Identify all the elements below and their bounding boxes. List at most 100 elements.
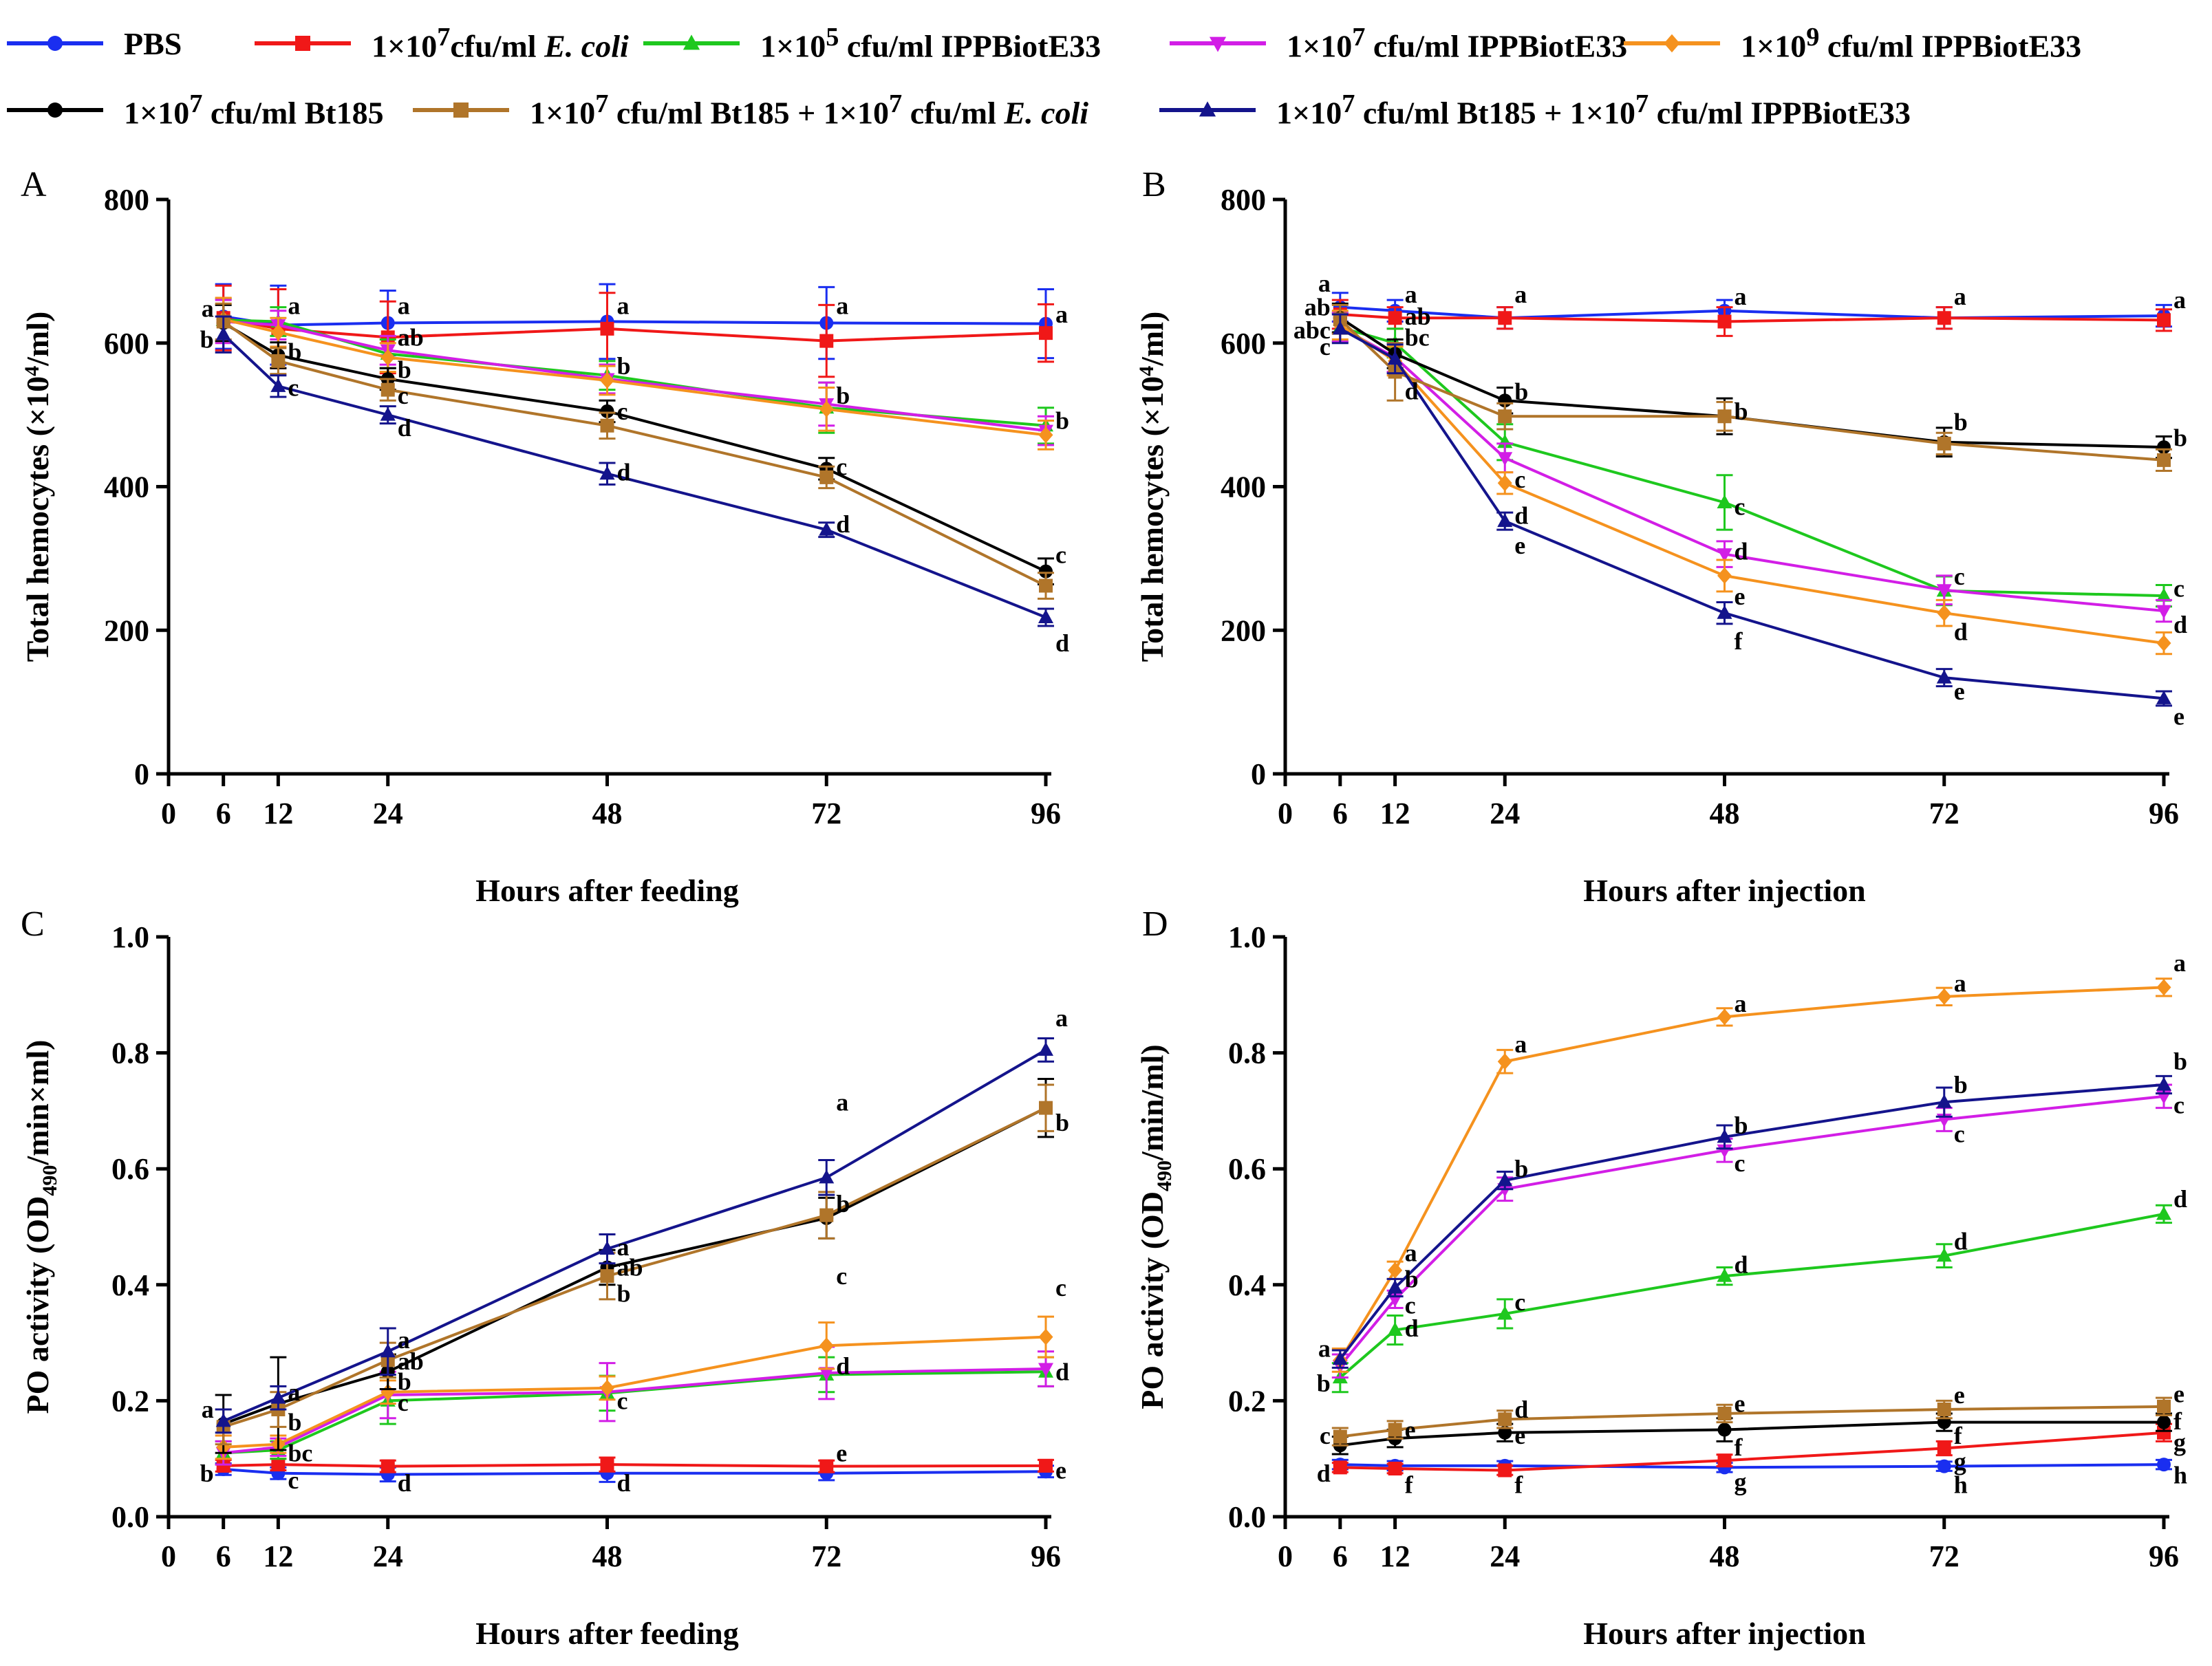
data-point bbox=[1039, 564, 1053, 578]
y-tick-label: 0.4 bbox=[111, 1268, 149, 1302]
y-tick-label: 600 bbox=[104, 327, 149, 360]
x-tick-label: 0 bbox=[161, 797, 176, 830]
significance-label: c bbox=[1735, 493, 1746, 521]
data-point bbox=[1936, 584, 1952, 598]
series-line bbox=[223, 320, 1046, 433]
legend-label: 1×107 cfu/ml IPPBiotE33 bbox=[1287, 23, 1628, 64]
significance-label: ab bbox=[398, 323, 424, 351]
significance-label: c bbox=[617, 1387, 628, 1414]
data-point bbox=[1936, 1094, 1952, 1108]
data-point bbox=[270, 378, 286, 392]
data-point bbox=[1717, 409, 1732, 424]
significance-label: a bbox=[1405, 281, 1417, 308]
data-point bbox=[1387, 351, 1403, 365]
data-point bbox=[1717, 548, 1732, 563]
legend-swatch bbox=[643, 34, 740, 50]
legend-swatch bbox=[1159, 101, 1256, 117]
panel-letter: A bbox=[21, 165, 47, 204]
x-tick-label: 12 bbox=[263, 797, 293, 830]
data-point bbox=[600, 1269, 614, 1284]
data-point bbox=[2156, 690, 2171, 704]
significance-label: b bbox=[1514, 378, 1528, 406]
significance-label: c bbox=[1514, 1288, 1525, 1316]
series bbox=[1331, 303, 2172, 473]
significance-label: a bbox=[617, 292, 630, 319]
significance-label: b bbox=[2173, 424, 2187, 452]
significance-label: e bbox=[1405, 1416, 1416, 1444]
legend-label: 1×107cfu/ml E. coli bbox=[372, 23, 629, 64]
data-point bbox=[1497, 513, 1513, 528]
series bbox=[1331, 977, 2172, 1373]
significance-label: c bbox=[1055, 1274, 1066, 1301]
x-axis-label: Hours after injection bbox=[1583, 1616, 1866, 1651]
significance-label: a bbox=[1735, 990, 1747, 1017]
panel-B: B 0 200 400 600 800 0 6 12 24 48 72 96 Hours after in… bbox=[1135, 165, 2187, 908]
y-tick-label: 0.2 bbox=[111, 1384, 149, 1418]
series-line bbox=[1339, 1083, 2165, 1360]
data-point bbox=[380, 349, 396, 366]
data-point bbox=[1717, 1008, 1732, 1026]
significance-label: e bbox=[1514, 532, 1525, 559]
series bbox=[1331, 312, 2172, 623]
series-line bbox=[1340, 1405, 2165, 1438]
panel-D: D 0.0 0.2 0.4 0.6 0.8 1.0 0 6 12 24 48 72 96 Hours aft… bbox=[1135, 905, 2187, 1651]
x-tick-label: 48 bbox=[1710, 1539, 1740, 1573]
legend-swatch bbox=[7, 102, 103, 118]
legend-label: 1×105 cfu/ml IPPBiotE33 bbox=[760, 23, 1102, 64]
significance-label: a bbox=[1055, 1004, 1068, 1032]
significance-label: a bbox=[288, 292, 300, 319]
significance-label: b bbox=[1405, 1265, 1419, 1292]
significance-label: b bbox=[2173, 1048, 2187, 1075]
x-tick-label: 0 bbox=[161, 1539, 176, 1573]
significance-label: a bbox=[202, 1396, 214, 1423]
x-axis-label: Hours after feeding bbox=[475, 873, 738, 908]
data-point bbox=[1937, 436, 1951, 451]
series bbox=[1331, 299, 2172, 337]
legend-marker bbox=[47, 36, 63, 51]
legend-item: 1×109 cfu/ml IPPBiotE33 bbox=[1624, 19, 2081, 67]
x-tick-label: 96 bbox=[2149, 797, 2179, 830]
legend-swatch bbox=[413, 102, 509, 118]
data-point bbox=[819, 400, 834, 418]
data-point bbox=[600, 404, 614, 418]
x-tick-label: 72 bbox=[811, 1539, 841, 1573]
significance-label: b bbox=[1954, 1071, 1968, 1099]
data-point bbox=[1388, 311, 1402, 325]
significance-label: c bbox=[398, 382, 409, 409]
series-line bbox=[1340, 305, 2165, 320]
series-line bbox=[1339, 1212, 2165, 1379]
data-point bbox=[1497, 1053, 1512, 1070]
significance-label: g bbox=[1735, 1468, 1747, 1495]
significance-label: b bbox=[836, 382, 850, 409]
panel-letter: C bbox=[21, 905, 45, 944]
significance-label: e bbox=[1735, 1390, 1746, 1418]
x-tick-label: 48 bbox=[592, 797, 623, 830]
series-line bbox=[1340, 1420, 2164, 1447]
data-point bbox=[1039, 578, 1053, 593]
legend-swatch bbox=[255, 36, 351, 51]
x-axis-label: Hours after feeding bbox=[475, 1616, 738, 1651]
series bbox=[215, 284, 1054, 378]
significance-label: f bbox=[2173, 1407, 2182, 1435]
significance-label: a bbox=[1405, 1239, 1417, 1266]
series-line bbox=[223, 316, 1046, 343]
legend-item: 1×107 cfu/ml Bt185 bbox=[7, 86, 384, 134]
significance-label: a bbox=[202, 295, 214, 323]
significance-label: h bbox=[2173, 1461, 2187, 1489]
significance-label: e bbox=[1954, 1381, 1965, 1409]
series-line bbox=[223, 1370, 1046, 1455]
data-point bbox=[600, 372, 614, 389]
significance-label: a bbox=[617, 1233, 630, 1261]
series-line bbox=[223, 1467, 1046, 1476]
significance-label: a bbox=[1055, 301, 1068, 328]
significance-label: ab bbox=[398, 1348, 424, 1375]
y-tick-label: 0.0 bbox=[111, 1500, 149, 1534]
data-point bbox=[2156, 1077, 2171, 1091]
significance-label: c bbox=[1055, 541, 1066, 569]
significance-label: c bbox=[2173, 575, 2184, 603]
series-line bbox=[1340, 1463, 2165, 1469]
data-point bbox=[270, 324, 286, 341]
significance-label: d bbox=[836, 1352, 850, 1380]
x-tick-label: 12 bbox=[1380, 797, 1410, 830]
data-point bbox=[819, 470, 834, 484]
